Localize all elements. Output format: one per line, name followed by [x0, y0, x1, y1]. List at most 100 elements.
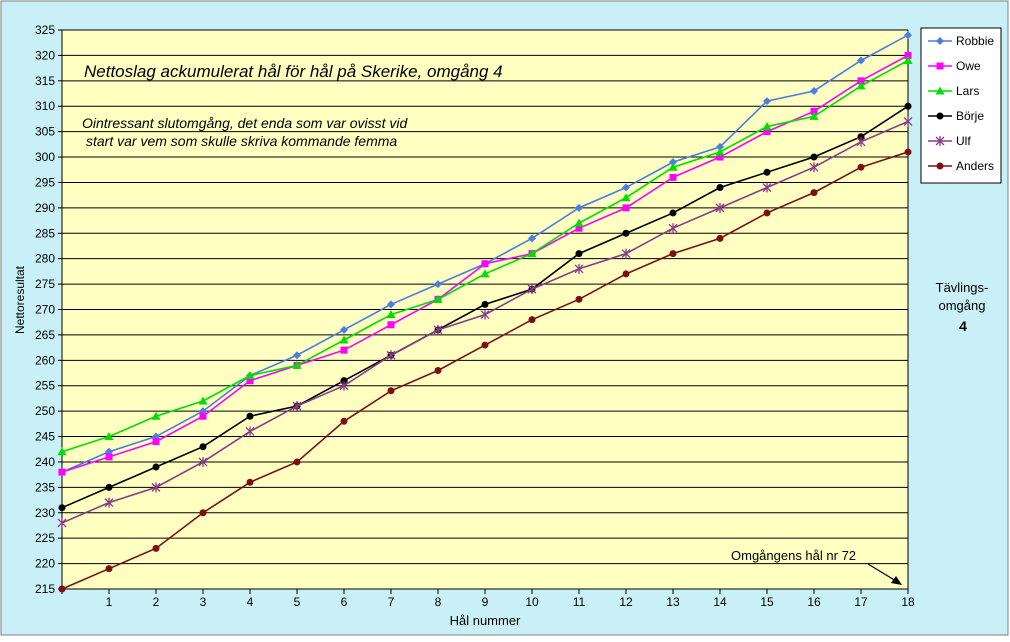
- legend-swatch-marker: [935, 86, 945, 95]
- data-point-owe: [716, 153, 724, 161]
- y-tick-label: 280: [35, 252, 55, 266]
- x-tick-label: 15: [760, 595, 774, 609]
- series-ulf: [57, 116, 913, 528]
- data-point-owe: [857, 77, 865, 85]
- legend-item-robbie: Robbie: [928, 34, 994, 48]
- data-point-lars: [151, 411, 161, 420]
- data-point-ulf: [245, 426, 255, 437]
- data-point-lars: [574, 218, 584, 227]
- data-point-ulf: [527, 284, 537, 295]
- data-point-anders: [58, 585, 66, 593]
- data-point-lars: [762, 122, 772, 131]
- x-tick-label: 17: [854, 595, 868, 609]
- axes: 2152202252302352402452502552602652702752…: [35, 23, 915, 609]
- data-point-lars: [245, 371, 255, 380]
- legend-label: Börje: [956, 109, 984, 123]
- data-point-robbie: [528, 234, 536, 243]
- y-tick-label: 290: [35, 201, 55, 215]
- data-point-anders: [622, 270, 630, 278]
- data-point-anders: [434, 366, 442, 374]
- data-point-robbie: [387, 300, 395, 309]
- y-tick-label: 255: [35, 379, 55, 393]
- x-tick-label: 8: [435, 595, 442, 609]
- data-point-ulf: [480, 309, 490, 320]
- legend-item-owe: Owe: [928, 59, 981, 73]
- legend-item-anders: Anders: [928, 159, 994, 173]
- x-tick-label: 16: [807, 595, 821, 609]
- data-point-owe: [387, 321, 395, 329]
- data-point-robbie: [293, 351, 301, 360]
- legend-item-lars: Lars: [928, 84, 979, 98]
- x-tick-label: 13: [666, 595, 680, 609]
- data-point-lars: [292, 360, 302, 369]
- y-tick-label: 275: [35, 277, 55, 291]
- data-point-anders: [763, 209, 771, 217]
- data-point-borje: [857, 133, 865, 141]
- data-point-borje: [763, 168, 771, 176]
- data-point-owe: [152, 438, 160, 446]
- x-tick-label: 9: [482, 595, 489, 609]
- x-tick-label: 6: [341, 595, 348, 609]
- x-tick-label: 7: [388, 595, 395, 609]
- subtitle-line-2: start var vem som skulle skriva kommande…: [86, 133, 397, 149]
- data-point-ulf: [151, 482, 161, 493]
- data-point-ulf: [762, 182, 772, 193]
- data-point-ulf: [809, 162, 819, 173]
- data-point-robbie: [340, 325, 348, 334]
- data-point-anders: [199, 509, 207, 517]
- data-point-robbie: [810, 86, 818, 95]
- legend-label: Owe: [956, 59, 981, 73]
- y-tick-label: 265: [35, 328, 55, 342]
- data-point-ulf: [856, 136, 866, 147]
- y-tick-label: 270: [35, 303, 55, 317]
- data-point-lars: [480, 269, 490, 278]
- y-tick-label: 320: [35, 48, 55, 62]
- legend-swatch-marker: [936, 162, 944, 170]
- y-axis-label: Nettoresultat: [13, 265, 27, 334]
- y-tick-label: 260: [35, 353, 55, 367]
- data-point-robbie: [434, 280, 442, 289]
- data-point-lars: [668, 162, 678, 171]
- series-lars: [57, 55, 913, 456]
- x-tick-label: 5: [294, 595, 301, 609]
- data-point-borje: [481, 300, 489, 308]
- y-tick-label: 310: [35, 99, 55, 113]
- data-point-lars: [715, 147, 725, 156]
- data-point-lars: [856, 81, 866, 90]
- data-point-owe: [58, 468, 66, 476]
- data-point-robbie: [763, 97, 771, 106]
- y-tick-label: 245: [35, 430, 55, 444]
- legend-label: Robbie: [956, 34, 994, 48]
- data-point-robbie: [904, 31, 912, 40]
- y-tick-label: 250: [35, 404, 55, 418]
- data-point-ulf: [574, 263, 584, 274]
- annotation-arrow: [867, 563, 897, 582]
- x-tick-label: 10: [525, 595, 539, 609]
- y-tick-label: 215: [35, 582, 55, 596]
- chart-title: Nettoslag ackumulerat hål för hål på Ske…: [84, 62, 503, 81]
- data-point-lars: [809, 111, 819, 120]
- data-point-owe: [246, 377, 254, 385]
- data-point-borje: [904, 102, 912, 110]
- legend-swatch-marker: [936, 37, 944, 45]
- data-point-robbie: [669, 158, 677, 167]
- data-point-ulf: [104, 497, 114, 508]
- x-tick-label: 4: [247, 595, 254, 609]
- data-point-anders: [481, 341, 489, 349]
- data-point-borje: [246, 412, 254, 420]
- y-tick-label: 305: [35, 125, 55, 139]
- y-tick-label: 235: [35, 480, 55, 494]
- data-point-borje: [669, 209, 677, 217]
- legend-label: Lars: [956, 84, 979, 98]
- data-point-lars: [621, 193, 631, 202]
- data-point-ulf: [621, 248, 631, 259]
- data-point-ulf: [292, 401, 302, 412]
- annotation-text: Omgångens hål nr 72: [731, 548, 856, 563]
- series-lines: [57, 31, 913, 593]
- legend: Robbie Owe Lars Börje Ulf Anders: [928, 34, 994, 173]
- data-point-ulf: [198, 456, 208, 467]
- data-point-anders: [716, 234, 724, 242]
- data-point-anders: [904, 148, 912, 156]
- x-tick-label: 11: [573, 595, 586, 609]
- legend-label: Anders: [956, 159, 994, 173]
